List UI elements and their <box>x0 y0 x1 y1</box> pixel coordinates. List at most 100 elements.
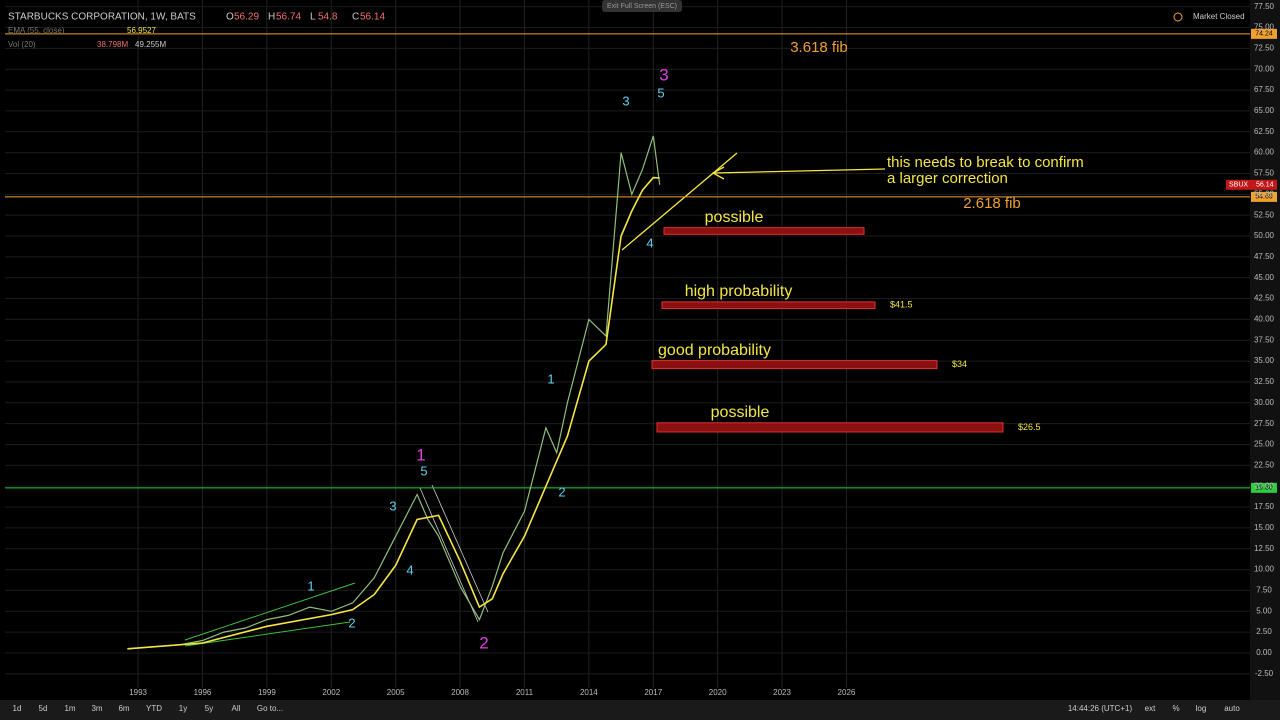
range-button[interactable]: 6m <box>118 704 129 713</box>
ohlc-key: L <box>310 12 316 23</box>
note: a larger correction <box>887 170 1008 187</box>
toolbar <box>0 700 1280 720</box>
fib-label: 3.618 fib <box>790 39 848 56</box>
wave-label: 5 <box>657 85 664 100</box>
option-button[interactable]: ext <box>1145 704 1156 713</box>
fib-label: 2.618 fib <box>963 195 1021 212</box>
clock: 14:44:26 (UTC+1) <box>1068 704 1133 713</box>
wave-label: 2 <box>479 633 488 652</box>
y-tick-label: 62.50 <box>1254 127 1275 136</box>
level-tag <box>1251 28 1277 39</box>
ohlc-value: 56.29 <box>234 12 259 23</box>
ohlc-value: 54.8 <box>318 12 338 23</box>
y-tick-label: 77.50 <box>1254 2 1275 11</box>
y-tick-label: 35.00 <box>1254 356 1275 365</box>
exit-label[interactable]: Exit Full Screen (ESC) <box>607 3 677 10</box>
y-tick-label: 20.00 <box>1254 481 1275 490</box>
drawings <box>184 152 886 647</box>
y-tick-label: 7.50 <box>1256 586 1272 595</box>
target-zone <box>656 422 1004 433</box>
symbol[interactable]: STARBUCKS CORPORATION, 1W, BATS <box>8 12 196 23</box>
y-tick-label: 57.50 <box>1254 169 1275 178</box>
y-tick-label: 22.50 <box>1254 460 1275 469</box>
y-tick-label: 37.50 <box>1254 335 1275 344</box>
range-button[interactable]: 5y <box>205 704 213 713</box>
wave-label: 4 <box>646 235 653 250</box>
wave-label: 5 <box>420 463 427 478</box>
y-tick-label: 50.00 <box>1254 231 1275 240</box>
channel-line <box>184 621 351 647</box>
ohlc-key: H <box>268 12 275 23</box>
target-zone <box>663 227 865 235</box>
level-label: 19.80 <box>1255 485 1273 492</box>
status-icon <box>1173 12 1183 22</box>
y-tick-label: 32.50 <box>1254 377 1275 386</box>
y-tick-label: 52.50 <box>1254 210 1275 219</box>
price-axis <box>1250 0 1280 700</box>
range-button[interactable]: 1m <box>64 704 75 713</box>
x-tick-label: 2014 <box>580 688 598 697</box>
wave-label: 2 <box>558 484 565 499</box>
level-label: 54.69 <box>1255 194 1273 201</box>
range-button[interactable]: 1d <box>13 704 22 713</box>
ohlc-value: 56.74 <box>276 12 301 23</box>
zone-label: good probability <box>658 342 771 359</box>
exit-button[interactable] <box>602 0 682 12</box>
y-tick-label: 17.50 <box>1254 502 1275 511</box>
y-tick-label: 30.00 <box>1254 398 1275 407</box>
vol-value: 38.798M <box>97 40 128 49</box>
arrow <box>713 168 886 174</box>
option-button[interactable]: auto <box>1224 704 1240 713</box>
y-tick-label: 15.00 <box>1254 523 1275 532</box>
option-button[interactable]: log <box>1196 704 1207 713</box>
series-line <box>127 135 661 650</box>
x-tick-label: 2002 <box>322 688 340 697</box>
y-tick-label: 42.50 <box>1254 294 1275 303</box>
wave-label: 3 <box>622 93 629 108</box>
zone-label: possible <box>711 404 770 421</box>
x-tick-label: 2011 <box>516 688 534 697</box>
range-button[interactable]: 1y <box>179 704 187 713</box>
x-tick-label: 2023 <box>773 688 791 697</box>
ticker: SBUX <box>1229 182 1248 189</box>
series-line <box>127 176 660 650</box>
y-tick-label: 25.00 <box>1254 440 1275 449</box>
wave-label: 1 <box>307 578 314 593</box>
target-zone <box>651 360 938 370</box>
wave-label: 3 <box>659 65 668 84</box>
range-button[interactable]: 3m <box>91 704 102 713</box>
vol-name: Vol (20) <box>8 40 36 49</box>
y-tick-label: 12.50 <box>1254 544 1275 553</box>
trend-line <box>621 152 738 251</box>
ohlc-key: C <box>352 12 359 23</box>
range-button[interactable]: Go to... <box>257 704 283 713</box>
zone-price: $41.5 <box>890 300 913 310</box>
y-tick-label: 45.00 <box>1254 273 1275 282</box>
y-tick-label: 27.50 <box>1254 419 1275 428</box>
wave-label: 1 <box>416 445 425 464</box>
range-button[interactable]: All <box>232 704 241 713</box>
status: Market Closed <box>1193 12 1245 21</box>
y-tick-label: 0.00 <box>1256 648 1272 657</box>
vol-value: 49.255M <box>135 40 166 49</box>
y-tick-label: 40.00 <box>1254 315 1275 324</box>
option-button[interactable]: % <box>1172 704 1179 713</box>
target-zone <box>661 301 876 310</box>
zone-label: high probability <box>685 283 793 300</box>
x-tick-label: 2005 <box>387 688 405 697</box>
y-tick-label: 5.00 <box>1256 606 1272 615</box>
y-tick-label: 75.00 <box>1254 23 1275 32</box>
wave-label: 4 <box>406 562 413 577</box>
range-button[interactable]: 5d <box>39 704 48 713</box>
wave-line <box>431 484 489 613</box>
ema-name: EMA (55, close) <box>8 26 65 35</box>
note: this needs to break to confirm <box>887 154 1084 171</box>
header: STARBUCKS CORPORATION, 1W, BATS O 56.29 H 5… <box>8 0 1245 49</box>
x-tick-label: 2008 <box>451 688 469 697</box>
range-button[interactable]: YTD <box>146 704 162 713</box>
y-tick-label: 70.00 <box>1254 64 1275 73</box>
y-tick-label: -2.50 <box>1255 669 1274 678</box>
x-tick-label: 2017 <box>644 688 662 697</box>
y-tick-label: 2.50 <box>1256 627 1272 636</box>
